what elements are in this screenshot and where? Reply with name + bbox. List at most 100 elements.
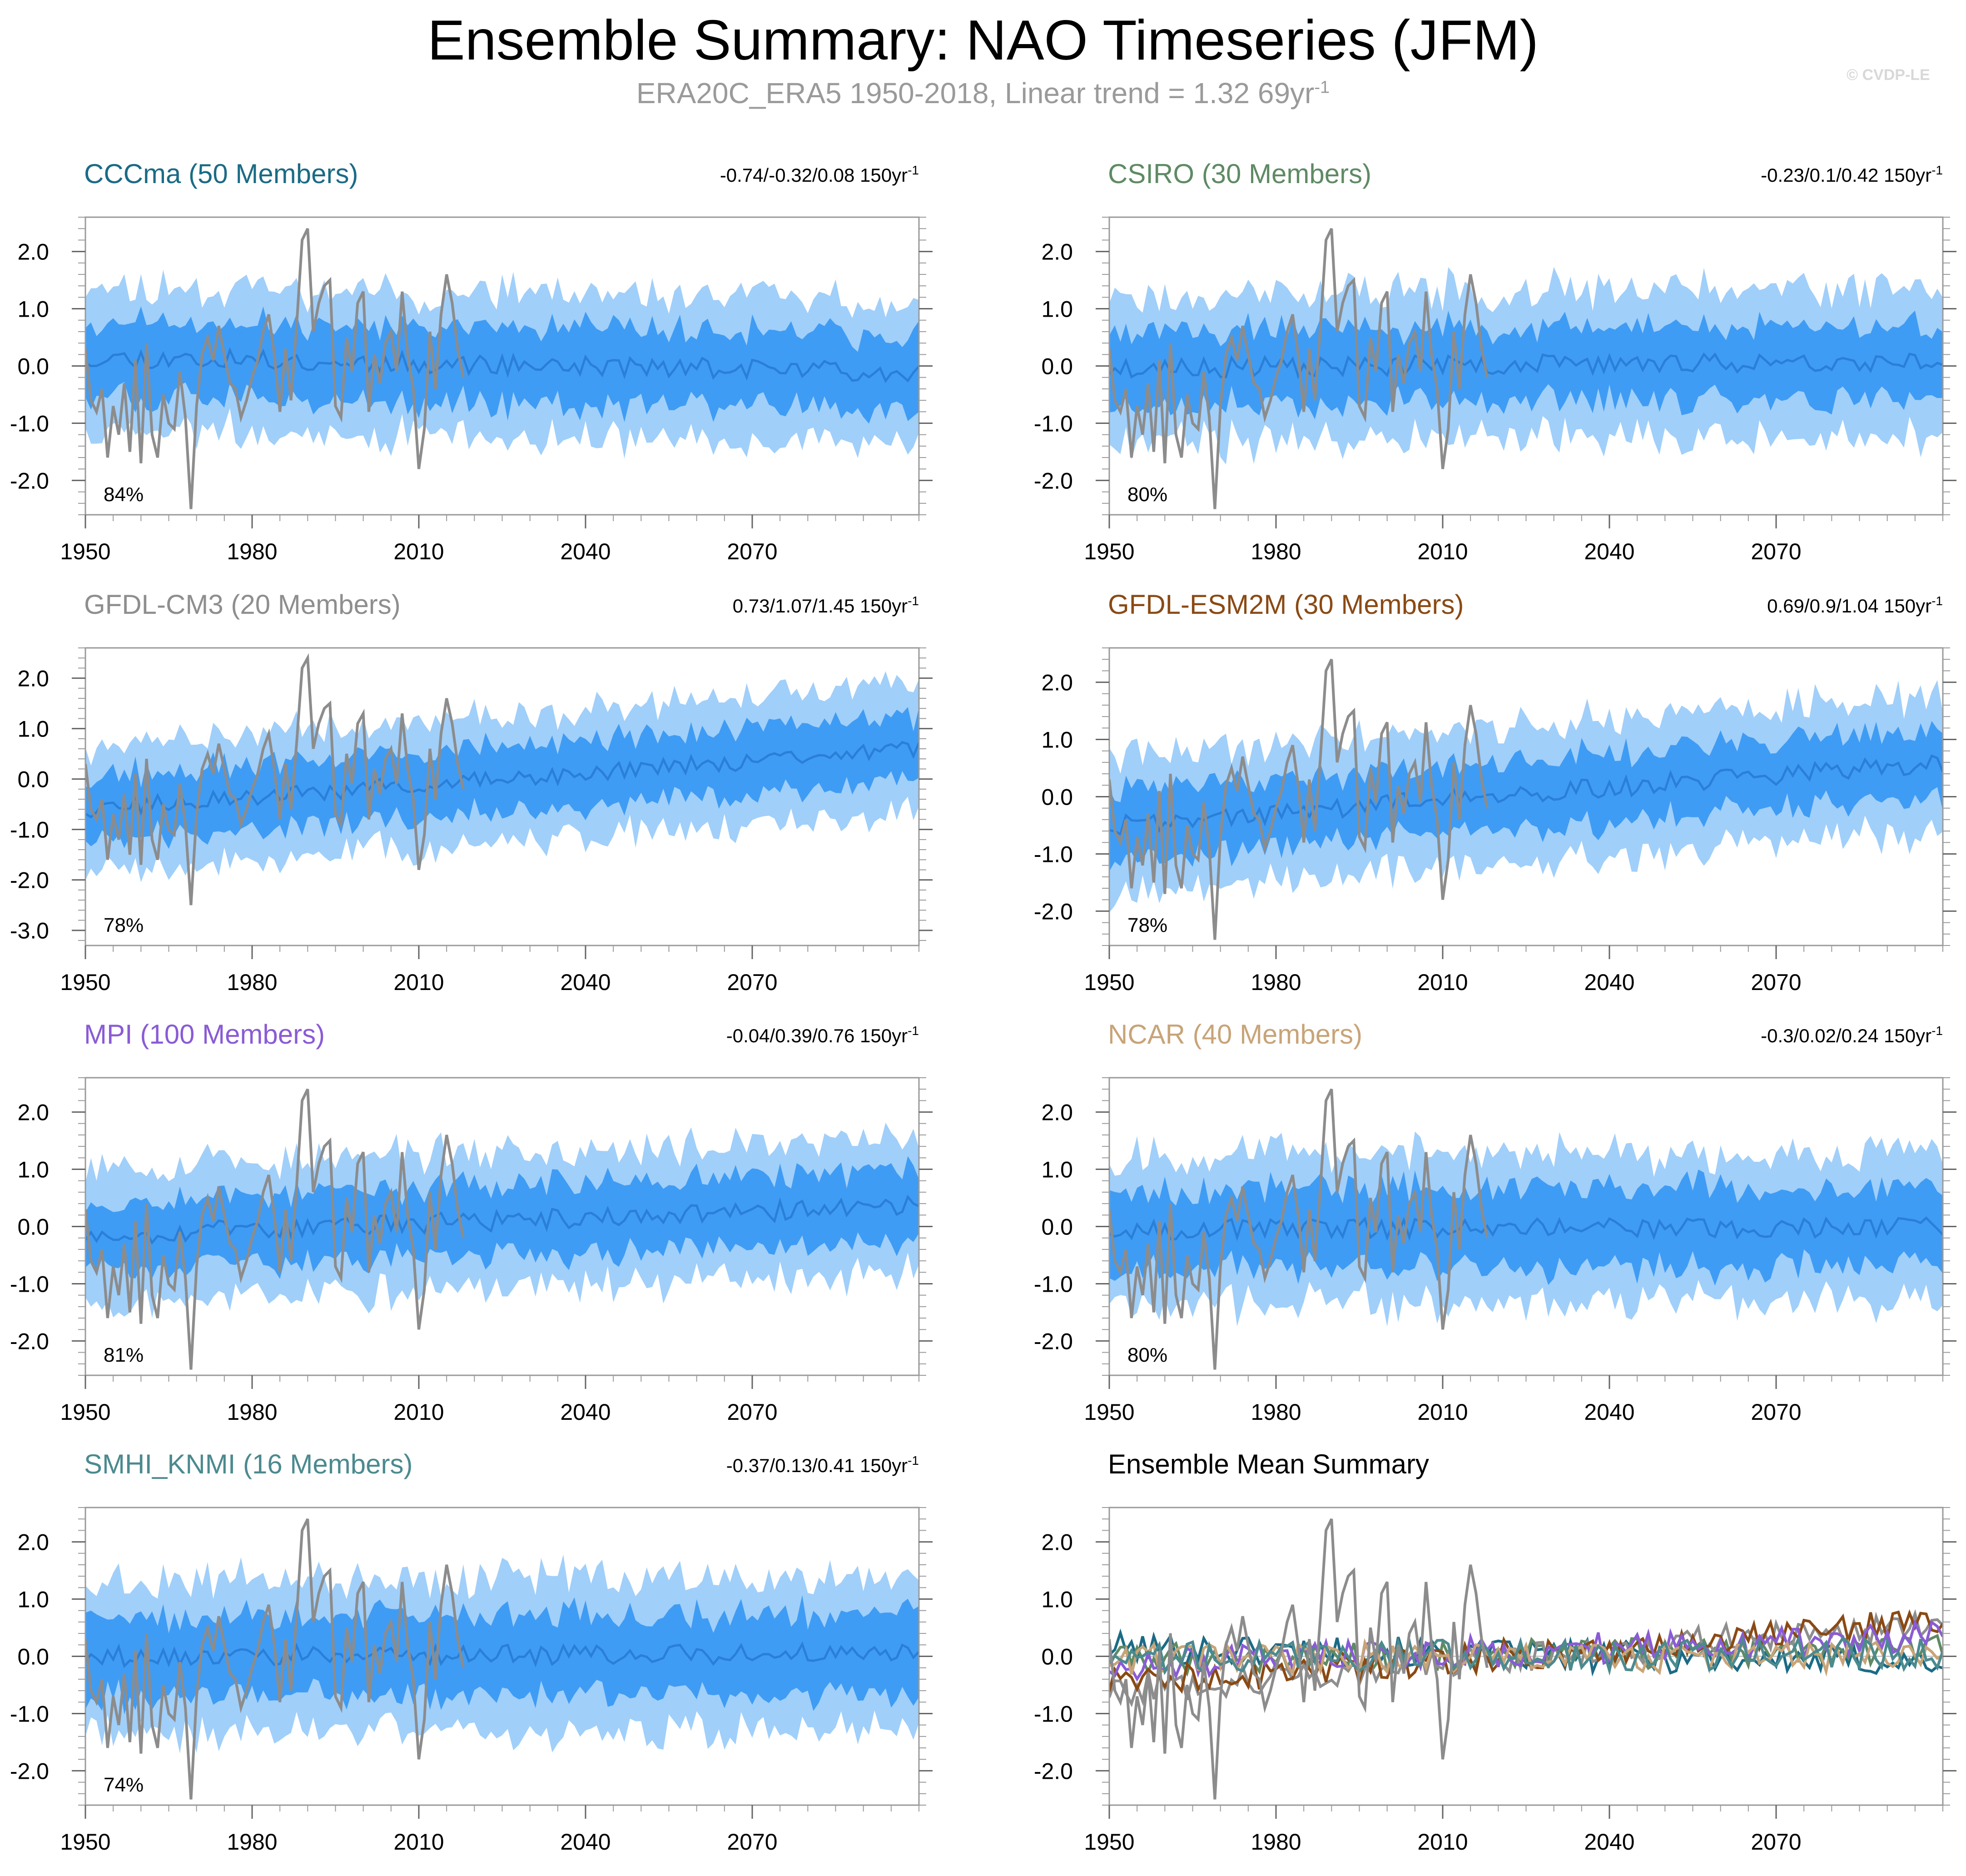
y-tick-label: 2.0	[1041, 670, 1073, 696]
x-tick-label: 2010	[393, 970, 444, 995]
x-tick-label: 1980	[227, 1829, 277, 1855]
plot-area	[85, 653, 919, 906]
y-tick-label: -2.0	[10, 468, 49, 493]
panel-gfdl-esm2m: GFDL-ESM2M (30 Members) 0.69/0.9/1.04 150…	[1034, 589, 1956, 995]
plot-area	[85, 1088, 919, 1370]
x-tick-label: 1980	[227, 1399, 277, 1425]
percent-label: 78%	[1127, 914, 1167, 936]
subtitle-unit-exponent: -1	[1314, 78, 1330, 97]
panel-cccma: CCCma (50 Members) -0.74/-0.32/0.08 150yr…	[10, 159, 933, 564]
x-tick-label: 2010	[393, 539, 444, 564]
ensemble-mean-line	[1109, 754, 1943, 836]
page-title: Ensemble Summary: NAO Timeseries (JFM)	[427, 9, 1539, 72]
panel-summary: Ensemble Mean Summary 2.0 1.0 0.0 -1.0 -2.0 19…	[1034, 1449, 1956, 1855]
y-tick-label: -1.0	[1034, 841, 1073, 867]
panel-trend-stat-text: 0.69/0.9/1.04 150yr	[1767, 595, 1931, 617]
panel-title: CSIRO (30 Members)	[1108, 159, 1371, 189]
y-tick-label: 0.0	[17, 1644, 49, 1670]
ensemble-mean-line	[85, 1641, 919, 1668]
panel-trend-stat-text: 0.73/1.07/1.45 150yr	[733, 595, 908, 617]
y-tick-label: 2.0	[1041, 1100, 1073, 1125]
spread-inner-band	[1109, 310, 1943, 419]
y-tick-label: -3.0	[10, 918, 49, 944]
y-tick-label: -1.0	[1034, 1701, 1073, 1727]
panel-trend-stat: 0.73/1.07/1.45 150yr-1	[733, 594, 919, 617]
plot-area	[1109, 1088, 1943, 1370]
model-mean-line-smhi_knmi	[1109, 1635, 1943, 1676]
y-tick-label: -1.0	[1034, 1271, 1073, 1297]
x-tick-label: 2040	[560, 970, 611, 995]
percent-label: 80%	[1127, 483, 1167, 506]
y-tick-label: 0.0	[1041, 1214, 1073, 1240]
y-tick-label: 2.0	[17, 1100, 49, 1125]
credit-watermark: © CVDP-LE	[1847, 66, 1930, 84]
y-tick-label: -1.0	[10, 817, 49, 843]
y-tick-label: 1.0	[17, 1157, 49, 1183]
panel-trend-stat-exponent: -1	[908, 1453, 919, 1468]
panel-trend-stat-exponent: -1	[908, 163, 919, 177]
y-tick-label: 1.0	[1041, 727, 1073, 753]
panel-csiro: CSIRO (30 Members) -0.23/0.1/0.42 150yr-1…	[1034, 159, 1956, 564]
panel-trend-stat: -0.04/0.39/0.76 150yr-1	[726, 1024, 919, 1046]
panel-gfdl-cm3: GFDL-CM3 (20 Members) 0.73/1.07/1.45 150y…	[10, 589, 933, 995]
x-tick-label: 1980	[1251, 1399, 1301, 1425]
y-tick-label: -1.0	[10, 1701, 49, 1727]
x-tick-label: 1950	[60, 970, 110, 995]
panel-title: SMHI_KNMI (16 Members)	[84, 1449, 412, 1479]
observed-line	[1109, 1088, 1489, 1370]
x-tick-label: 2070	[1751, 539, 1801, 564]
x-tick-label: 2010	[1417, 539, 1468, 564]
ensemble-mean-line	[85, 741, 919, 819]
observed-line	[1109, 658, 1489, 940]
x-tick-label: 2040	[560, 539, 611, 564]
model-mean-line-csiro	[1109, 1634, 1943, 1677]
plot-area	[1109, 658, 1943, 940]
spread-inner-band	[85, 1156, 919, 1279]
x-tick-label: 2070	[727, 1399, 777, 1425]
panel-trend-stat-text: -0.74/-0.32/0.08 150yr	[720, 164, 908, 186]
y-tick-label: -1.0	[10, 411, 49, 436]
panel-trend-stat-exponent: -1	[1931, 594, 1943, 608]
y-tick-label: 1.0	[1041, 297, 1073, 322]
plot-area	[85, 228, 919, 509]
plot-area	[85, 1518, 919, 1800]
y-tick-label: 2.0	[1041, 239, 1073, 265]
panel-smhi-knmi: SMHI_KNMI (16 Members) -0.37/0.13/0.41 15…	[10, 1449, 933, 1855]
spread-inner-band	[1109, 1169, 1943, 1286]
y-tick-label: 0.0	[1041, 785, 1073, 810]
y-tick-label: -2.0	[1034, 1758, 1073, 1784]
x-tick-label: 2010	[1417, 1399, 1468, 1425]
ensemble-mean-line	[85, 347, 919, 383]
y-tick-label: 1.0	[17, 297, 49, 322]
x-tick-label: 1950	[60, 539, 110, 564]
panel-trend-stat-text: -0.37/0.13/0.41 150yr	[726, 1455, 908, 1476]
panel-title: NCAR (40 Members)	[1108, 1019, 1362, 1050]
observed-line	[85, 228, 465, 509]
spread-inner-band	[85, 707, 919, 849]
spread-inner-band	[85, 306, 919, 424]
x-tick-label: 2070	[1751, 970, 1801, 995]
y-tick-label: 0.0	[1041, 354, 1073, 379]
observed-line	[85, 653, 465, 906]
y-tick-label: -1.0	[1034, 411, 1073, 436]
y-tick-label: 0.0	[1041, 1644, 1073, 1670]
percent-label: 84%	[104, 483, 144, 506]
x-tick-label: 2010	[393, 1399, 444, 1425]
y-tick-label: -2.0	[10, 1758, 49, 1784]
panel-trend-stat-exponent: -1	[1931, 1024, 1943, 1038]
y-tick-label: 2.0	[17, 1530, 49, 1555]
model-mean-line-ncar	[1109, 1637, 1943, 1678]
x-tick-label: 2040	[1584, 1829, 1634, 1855]
x-tick-label: 2040	[1584, 970, 1634, 995]
x-tick-label: 2040	[1584, 1399, 1634, 1425]
panel-title: Ensemble Mean Summary	[1108, 1449, 1429, 1479]
x-tick-label: 2070	[1751, 1829, 1801, 1855]
x-tick-label: 1980	[1251, 1829, 1301, 1855]
spread-inner-band	[85, 1595, 919, 1715]
y-tick-label: -2.0	[10, 868, 49, 893]
plot-area	[1109, 228, 1943, 509]
x-tick-label: 2040	[560, 1829, 611, 1855]
panel-mpi: MPI (100 Members) -0.04/0.39/0.76 150yr-1…	[10, 1019, 933, 1425]
x-tick-label: 1950	[1084, 1829, 1134, 1855]
